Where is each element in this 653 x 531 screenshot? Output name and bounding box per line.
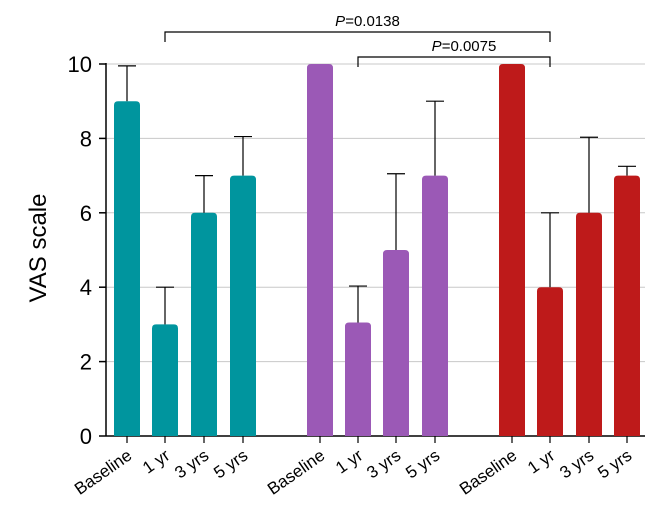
x-tick-label: 5 yrs [210,446,251,483]
y-tick-label: 6 [80,201,92,226]
bar [576,212,602,436]
y-tick-label: 2 [80,350,92,375]
bar [537,287,563,436]
bar [114,101,140,436]
bar [230,175,256,436]
gridlines [106,63,645,363]
y-tick-label: 0 [80,424,92,449]
y-tick-label: 8 [80,126,92,151]
significance-bracket [357,56,551,67]
y-tick-label: 10 [68,52,92,77]
x-tick-label: 3 yrs [363,446,404,483]
bar [152,324,178,436]
significance-bracket-label: P=0.0138 [335,13,400,30]
significance-bracket [164,31,551,42]
bars [114,64,640,436]
bar [345,322,371,436]
significance-bracket-label: P=0.0075 [432,38,497,55]
x-tick-label: 5 yrs [402,446,443,483]
bar [422,175,448,436]
p-symbol: P [335,13,345,30]
x-tick-label: Baseline [71,446,135,499]
bar [191,212,217,436]
y-tick-label: 4 [80,275,92,300]
x-tick-label: 1 yr [332,446,366,478]
x-tick-label: Baseline [264,446,328,499]
p-value: =0.0138 [345,13,400,30]
x-tick-label: Baseline [456,446,520,499]
bar [383,250,409,436]
y-axis-label: VAS scale [25,194,52,303]
x-tick-label: 1 yr [524,446,558,478]
p-symbol: P [432,38,442,55]
bar [614,175,640,436]
x-tick-label: 3 yrs [171,446,212,483]
x-tick-label: 3 yrs [556,446,597,483]
x-tick-label: 5 yrs [594,446,635,483]
bar [499,64,525,436]
p-value: =0.0075 [442,38,497,55]
bar [307,64,333,436]
x-tick-label: 1 yr [139,446,173,478]
